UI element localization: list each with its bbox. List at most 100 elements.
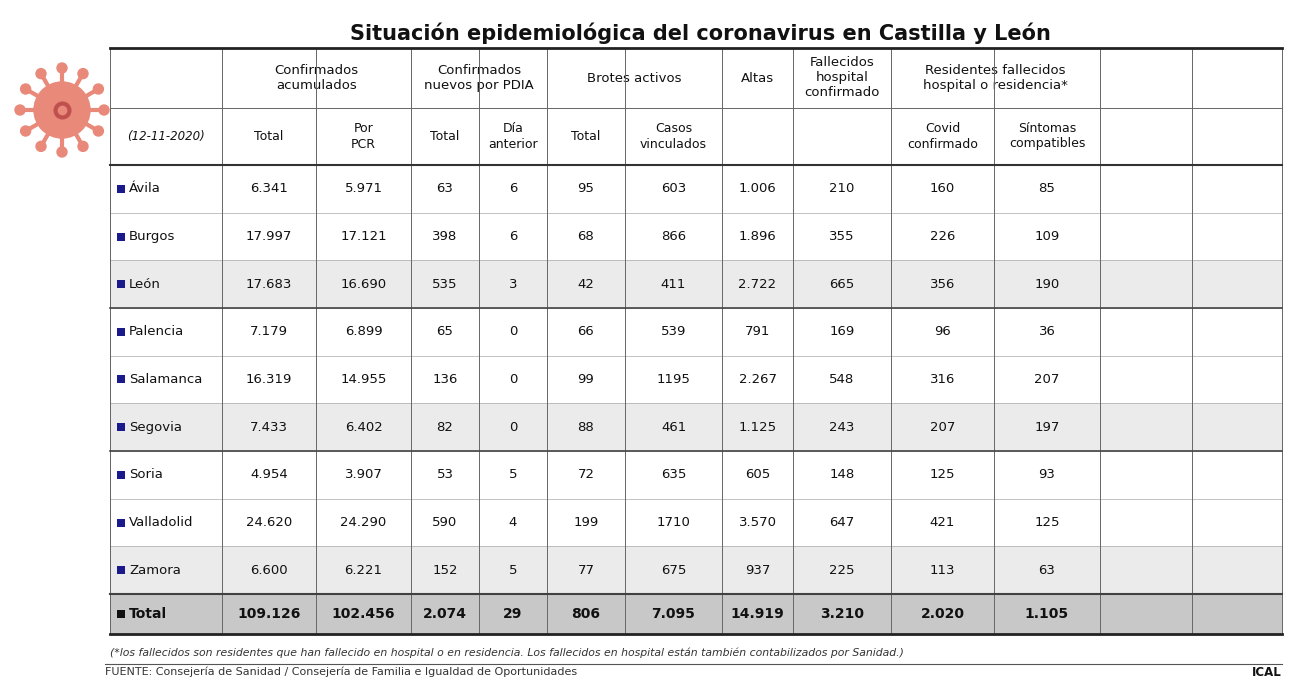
Text: 24.290: 24.290 (341, 516, 386, 529)
Text: 225: 225 (829, 564, 855, 577)
Bar (117, 423, 125, 431)
Text: 210: 210 (829, 183, 854, 196)
Text: 148: 148 (829, 469, 854, 482)
Text: 461: 461 (660, 421, 686, 433)
Text: FUENTE: Consejería de Sanidad / Consejería de Familia e Igualdad de Oportunidade: FUENTE: Consejería de Sanidad / Consejer… (105, 667, 577, 677)
Text: Confirmados
acumulados: Confirmados acumulados (274, 64, 359, 92)
Bar (117, 232, 125, 240)
Text: 937: 937 (745, 564, 770, 577)
Circle shape (34, 82, 90, 138)
Text: 66: 66 (577, 325, 594, 338)
Text: 17.683: 17.683 (246, 278, 292, 291)
Text: 665: 665 (829, 278, 854, 291)
Text: (12-11-2020): (12-11-2020) (127, 130, 205, 143)
Text: 113: 113 (930, 564, 956, 577)
Text: 197: 197 (1035, 421, 1059, 433)
Text: Situación epidemiológica del coronavirus en Castilla y León: Situación epidemiológica del coronavirus… (350, 22, 1050, 43)
Text: Total: Total (430, 130, 460, 143)
Text: 14.955: 14.955 (341, 373, 386, 386)
Text: 3.570: 3.570 (738, 516, 776, 529)
Text: Zamora: Zamora (129, 564, 181, 577)
Text: 421: 421 (930, 516, 956, 529)
Text: Ávila: Ávila (129, 183, 161, 196)
Text: Covid
confirmado: Covid confirmado (907, 123, 978, 150)
Text: Altas: Altas (741, 72, 773, 85)
Text: 6.221: 6.221 (344, 564, 382, 577)
Text: 85: 85 (1039, 183, 1056, 196)
Text: Total: Total (255, 130, 283, 143)
Text: 190: 190 (1035, 278, 1059, 291)
Text: (*los fallecidos son residentes que han fallecido en hospital o en residencia. L: (*los fallecidos son residentes que han … (111, 648, 904, 659)
Text: 5: 5 (508, 564, 517, 577)
Text: 3.210: 3.210 (820, 607, 864, 621)
Circle shape (36, 141, 46, 152)
Text: 1.896: 1.896 (738, 230, 776, 243)
Bar (111, 165, 1282, 213)
Text: 17.997: 17.997 (246, 230, 292, 243)
Text: 4: 4 (508, 516, 517, 529)
Text: Burgos: Burgos (129, 230, 176, 243)
Text: 0: 0 (508, 421, 517, 433)
Bar (117, 519, 125, 526)
Text: 0: 0 (508, 325, 517, 338)
Text: Total: Total (129, 607, 168, 621)
Circle shape (57, 147, 68, 157)
Text: 95: 95 (577, 183, 594, 196)
Text: 7.179: 7.179 (250, 325, 289, 338)
Text: Total: Total (571, 130, 601, 143)
Text: Fallecidos
hospital
confirmado: Fallecidos hospital confirmado (805, 56, 880, 99)
Circle shape (16, 105, 25, 115)
Text: 6: 6 (508, 183, 517, 196)
Text: 29: 29 (503, 607, 523, 621)
Bar (111, 48, 1282, 634)
Text: 24.620: 24.620 (246, 516, 292, 529)
Text: 169: 169 (829, 325, 854, 338)
Text: 355: 355 (829, 230, 855, 243)
Text: Segovia: Segovia (129, 421, 182, 433)
Text: 77: 77 (577, 564, 594, 577)
Text: 2.074: 2.074 (422, 607, 467, 621)
Text: 93: 93 (1039, 469, 1056, 482)
Text: 548: 548 (829, 373, 854, 386)
Text: 7.095: 7.095 (651, 607, 696, 621)
Text: 109: 109 (1035, 230, 1059, 243)
Text: 42: 42 (577, 278, 594, 291)
Text: 411: 411 (660, 278, 686, 291)
Text: 72: 72 (577, 469, 594, 482)
Text: Brotes activos: Brotes activos (588, 72, 681, 85)
Circle shape (78, 69, 88, 79)
Circle shape (36, 69, 46, 79)
Text: Casos
vinculados: Casos vinculados (640, 123, 707, 150)
Text: 14.919: 14.919 (731, 607, 784, 621)
Bar (111, 594, 1282, 634)
Text: 5.971: 5.971 (344, 183, 382, 196)
Text: 635: 635 (660, 469, 686, 482)
Text: 63: 63 (437, 183, 454, 196)
Text: 160: 160 (930, 183, 956, 196)
Bar (111, 546, 1282, 594)
Text: Confirmados
nuevos por PDIA: Confirmados nuevos por PDIA (424, 64, 534, 92)
Text: 82: 82 (437, 421, 454, 433)
Text: 3.907: 3.907 (344, 469, 382, 482)
Bar (117, 185, 125, 193)
Text: 4.954: 4.954 (250, 469, 287, 482)
Text: 68: 68 (577, 230, 594, 243)
Text: 243: 243 (829, 421, 854, 433)
Text: 7.433: 7.433 (250, 421, 289, 433)
Text: 65: 65 (437, 325, 454, 338)
Bar (117, 610, 125, 618)
Text: 1.006: 1.006 (738, 183, 776, 196)
Text: 539: 539 (660, 325, 686, 338)
Bar (111, 260, 1282, 308)
Bar (111, 403, 1282, 451)
Text: Día
anterior: Día anterior (489, 123, 538, 150)
Text: 96: 96 (935, 325, 950, 338)
Text: 535: 535 (432, 278, 458, 291)
Circle shape (78, 141, 88, 152)
Text: 2.267: 2.267 (738, 373, 776, 386)
Text: 136: 136 (433, 373, 458, 386)
Circle shape (94, 126, 104, 136)
Text: 207: 207 (1035, 373, 1059, 386)
Text: Valladolid: Valladolid (129, 516, 194, 529)
Bar (111, 499, 1282, 546)
